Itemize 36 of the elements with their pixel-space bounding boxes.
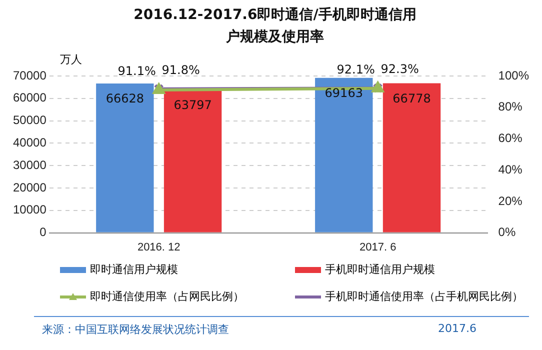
text: 2017.6 bbox=[438, 322, 476, 335]
data-label: 91.1% bbox=[118, 64, 156, 78]
data-label: 69163 bbox=[324, 86, 363, 100]
y-tick-label: 10000 bbox=[12, 202, 47, 217]
source-note: 来源：中国互联网络发展状况统计调查 bbox=[42, 322, 229, 337]
y2-tick-label: 80% bbox=[498, 100, 523, 114]
legend-label: 即时通信使用率（占网民比例） bbox=[90, 289, 244, 304]
y-tick-label: 50000 bbox=[12, 113, 47, 128]
y-tick-label: 0 bbox=[40, 225, 47, 240]
y-tick-label: 60000 bbox=[12, 90, 47, 105]
y2-tick-label: 0% bbox=[498, 225, 516, 240]
data-label: 66778 bbox=[392, 91, 431, 106]
x-tick-label: 2016. 12 bbox=[137, 241, 180, 254]
data-label: 66628 bbox=[106, 92, 144, 106]
legend-label: 即时通信用户规模 bbox=[90, 262, 178, 277]
legend-label: 手机即时通信用户规模 bbox=[325, 262, 435, 277]
y-tick-label: 30000 bbox=[12, 158, 47, 172]
bar bbox=[96, 84, 154, 232]
chart-title: 2016.12-2017.6即时通信/手机即时通信用户规模及使用率 bbox=[132, 6, 418, 47]
y-tick-label: 70000 bbox=[12, 68, 47, 82]
y2-tick-label: 40% bbox=[498, 162, 523, 176]
bar bbox=[382, 83, 441, 232]
y2-tick-label: 100% bbox=[498, 68, 530, 82]
data-label: 92.1% bbox=[336, 62, 375, 77]
y-tick-label: 20000 bbox=[12, 180, 47, 194]
data-label: 91.8% bbox=[162, 62, 200, 77]
bar bbox=[315, 78, 373, 232]
y-axis-title: 万人 bbox=[60, 52, 82, 67]
bar bbox=[164, 90, 222, 232]
y2-tick-label: 60% bbox=[498, 131, 523, 146]
data-label: 92.3% bbox=[380, 62, 419, 76]
y2-tick-label: 20% bbox=[498, 194, 523, 208]
y-tick-label: 40000 bbox=[12, 136, 47, 150]
x-tick-label: 2017. 6 bbox=[359, 241, 396, 254]
data-label: 63797 bbox=[174, 98, 212, 112]
legend-label: 手机即时通信使用率（占手机网民比例） bbox=[325, 289, 523, 304]
